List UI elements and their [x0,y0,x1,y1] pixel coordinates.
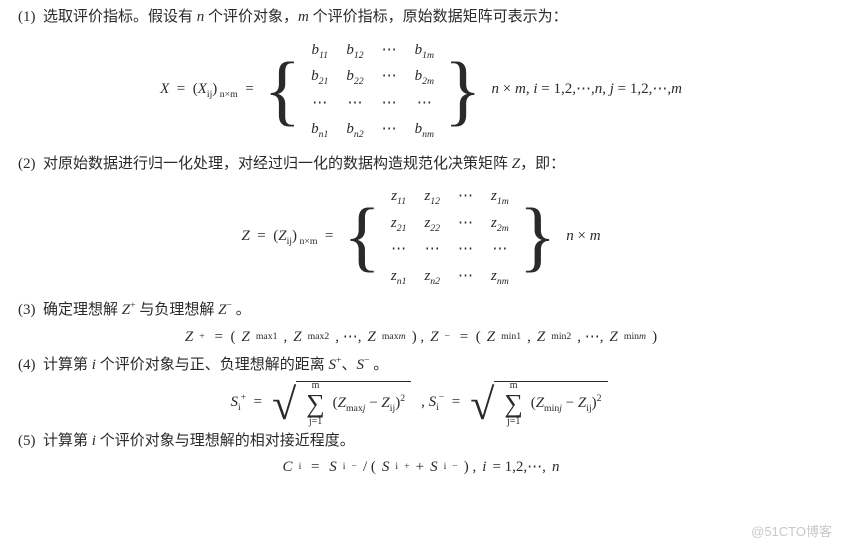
item-4-text: 计算第 i 个评价对象与正、负理想解的距离 S+、S− 。 [43,357,388,373]
item-5-num: (5) [18,433,39,449]
eq1-lhs: X = (Xij) n×m = [160,78,254,101]
equation-1: X = (Xij) n×m = { b11b12⋯b1m b21b22⋯b2m … [18,33,824,147]
item-5: (5) 计算第 i 个评价对象与理想解的相对接近程度。 [18,430,824,453]
eq5-text: Ci = Si− / (Si+ + Si−) , i = 1,2,⋯,n [283,456,560,479]
sum-lower: j=1 [309,417,322,427]
eq1-matrix-grid: b11b12⋯b1m b21b22⋯b2m ⋯⋯⋯⋯ bn1bn2⋯bnm [301,33,444,147]
eq2-rhs: n × m [566,225,600,248]
item-1-num: (1) [18,9,39,25]
eq4-sqrt-minus: √ m ∑ j=1 (Zminj − Zij)2 [470,381,607,424]
left-brace-icon: { [343,179,380,293]
page-body: (1) 选取评价指标。假设有 n 个评价对象，m 个评价指标，原始数据矩阵可表示… [0,0,842,479]
watermark-text: @51CTO博客 [751,522,832,542]
right-brace-icon: } [444,33,481,147]
eq1-matrix: { b11b12⋯b1m b21b22⋯b2m ⋯⋯⋯⋯ bn1bn2⋯bnm … [264,33,482,147]
sum-lower: j=1 [507,417,520,427]
eq1-rhs: n × m, i = 1,2,⋯,n, j = 1,2,⋯,m [492,78,682,101]
equation-2: Z = (Zij) n×m = { z11z12⋯z1m z21z22⋯z2m … [18,179,824,293]
equation-5: Ci = Si− / (Si+ + Si−) , i = 1,2,⋯,n [18,456,824,479]
item-4: (4) 计算第 i 个评价对象与正、负理想解的距离 S+、S− 。 [18,354,824,377]
item-2: (2) 对原始数据进行归一化处理，对经过归一化的数据构造规范化决策矩阵 Z，即： [18,153,824,176]
item-2-num: (2) [18,156,39,172]
eq4-splus-lhs: Si+ = [230,391,262,414]
eq4-sminus-lhs: , Si− = [421,391,460,414]
item-3: (3) 确定理想解 Z+ 与负理想解 Z− 。 [18,299,824,322]
item-4-num: (4) [18,357,39,373]
item-3-num: (3) [18,302,39,318]
sum-icon: m ∑ j=1 [504,381,523,427]
item-3-text: 确定理想解 Z+ 与负理想解 Z− 。 [43,302,251,318]
eq4-term-plus: (Zmaxj − Zij)2 [329,392,405,415]
item-2-text: 对原始数据进行归一化处理，对经过归一化的数据构造规范化决策矩阵 Z，即： [43,156,565,172]
sum-icon: m ∑ j=1 [306,381,325,427]
eq4-sqrt-plus: √ m ∑ j=1 (Zmaxj − Zij)2 [272,381,411,424]
eq2-matrix: { z11z12⋯z1m z21z22⋯z2m ⋯⋯⋯⋯ zn1zn2⋯znm … [343,179,556,293]
eq3-text: Z+ = (Zmax1, Zmax2, ⋯, Zmaxm) , Z− = (Zm… [185,326,657,349]
eq4-term-minus: (Zminj − Zij)2 [527,392,602,415]
eq2-matrix-grid: z11z12⋯z1m z21z22⋯z2m ⋯⋯⋯⋯ zn1zn2⋯znm [381,179,519,293]
item-1: (1) 选取评价指标。假设有 n 个评价对象，m 个评价指标，原始数据矩阵可表示… [18,6,824,29]
equation-3: Z+ = (Zmax1, Zmax2, ⋯, Zmaxm) , Z− = (Zm… [18,326,824,349]
radical-icon: √ [272,387,296,422]
left-brace-icon: { [264,33,301,147]
item-1-text: 选取评价指标。假设有 n 个评价对象，m 个评价指标，原始数据矩阵可表示为： [43,9,568,25]
eq2-lhs: Z = (Zij) n×m = [241,225,333,248]
right-brace-icon: } [519,179,556,293]
equation-4: Si+ = √ m ∑ j=1 (Zmaxj − Zij)2 , Si− = √ [18,381,824,424]
radical-icon: √ [470,387,494,422]
item-5-text: 计算第 i 个评价对象与理想解的相对接近程度。 [43,433,355,449]
